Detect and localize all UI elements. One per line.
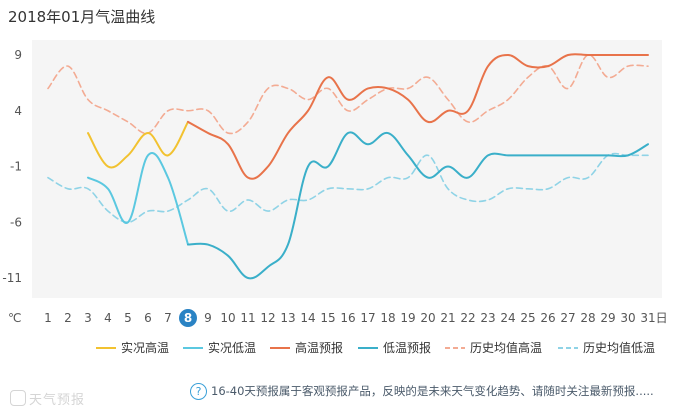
x-tick-label: 4 [104,311,112,325]
x-tick-label: 5 [124,311,132,325]
x-tick-label: 28 [580,311,595,325]
x-tick-label: 22 [460,311,475,325]
x-tick-label: 7 [164,311,172,325]
legend-label: 实况高温 [121,340,169,355]
x-tick-label: 3 [84,311,92,325]
series-line-实况高温 [87,120,189,169]
series-line-高温预报 [187,53,649,180]
x-tick-label: 1 [44,311,52,325]
y-tick-label: 4 [14,104,22,118]
x-tick-label: 20 [420,311,435,325]
series-line-低温预报 [187,131,649,280]
today-marker [179,309,197,327]
y-unit-label: ℃ [8,311,21,325]
logo-icon [10,390,26,406]
y-tick-label: -1 [10,160,22,174]
x-tick-label: 10 [220,311,235,325]
series-line-实况低温 [87,152,189,246]
x-tick-label: 14 [300,311,315,325]
x-tick-label: 15 [320,311,335,325]
x-tick-label: 21 [440,311,455,325]
x-tick-label: 13 [280,311,295,325]
x-tick-label: 8 [184,311,192,325]
x-tick-label: 25 [520,311,535,325]
x-tick-label: 27 [560,311,575,325]
help-icon[interactable]: ? [190,383,207,400]
legend-label: 低温预报 [383,340,431,355]
x-tick-label: 29 [600,311,615,325]
legend-label: 历史均值低温 [583,340,655,355]
x-tick-label: 31日 [640,311,667,325]
watermark-text: 天气预报 [29,393,86,408]
legend-label: 高温预报 [295,340,343,355]
legend-label: 历史均值高温 [470,340,542,355]
x-tick-label: 16 [340,311,355,325]
watermark: 天气预报 [10,389,85,408]
disclaimer-text: 16-40天预报属于客观预报产品，反映的是未来天气变化趋势、请随时关注最新预报.… [211,384,654,398]
x-tick-label: 23 [480,311,495,325]
y-tick-label: 9 [14,48,22,62]
forecast-disclaimer[interactable]: ? 16-40天预报属于客观预报产品，反映的是未来天气变化趋势、请随时关注最新预报… [190,383,654,400]
x-tick-label: 11 [240,311,255,325]
x-tick-label: 26 [540,311,555,325]
series-line-历史均值低温 [47,152,649,224]
x-tick-label: 6 [144,311,152,325]
y-tick-label: -6 [10,215,22,229]
x-tick-label: 17 [360,311,375,325]
x-tick-label: 2 [64,311,72,325]
plot-area [32,40,662,298]
chart-title: 2018年01月气温曲线 [8,8,156,26]
x-tick-label: 12 [260,311,275,325]
x-tick-label: 19 [400,311,415,325]
x-tick-label: 24 [500,311,515,325]
x-tick-label: 30 [620,311,635,325]
legend-label: 实况低温 [208,340,256,355]
x-tick-label: 9 [204,311,212,325]
x-tick-label: 18 [380,311,395,325]
y-tick-label: -11 [2,271,22,285]
